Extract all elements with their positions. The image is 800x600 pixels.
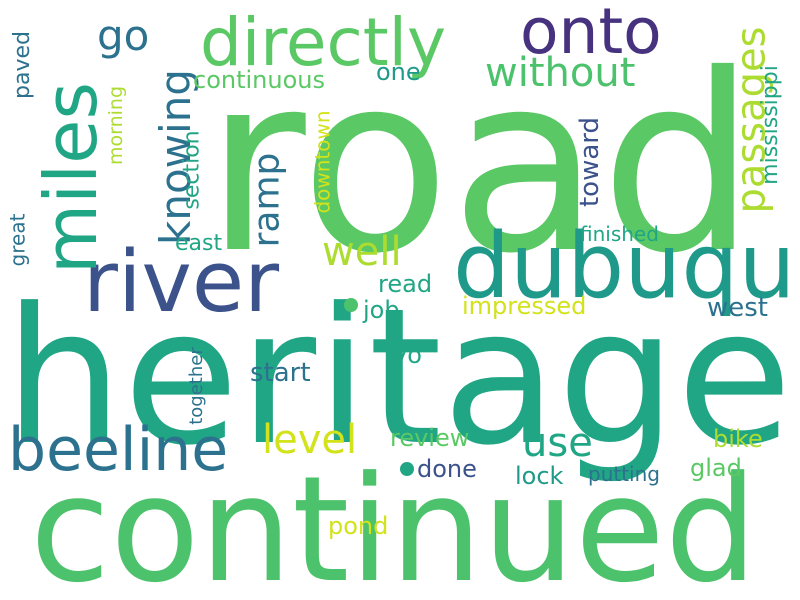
word-without: without: [485, 50, 636, 96]
word-yo: yo: [393, 341, 422, 369]
dot-teal: [400, 462, 414, 476]
word-river: river: [83, 233, 280, 332]
word-start: start: [250, 358, 311, 388]
word-bike: bike: [713, 425, 763, 453]
word-west: west: [707, 293, 769, 323]
word-downtown: downtown: [310, 110, 335, 214]
word-ramp: ramp: [246, 152, 288, 248]
word-east: east: [175, 231, 223, 256]
word-go: go: [97, 11, 150, 60]
word-putting: putting: [588, 462, 660, 486]
word-well: well: [322, 229, 402, 275]
word-finished: finished: [580, 222, 659, 246]
word-job: job: [363, 296, 400, 324]
word-done: done: [417, 455, 477, 483]
word-heritage: heritage: [4, 268, 793, 487]
word-glad: glad: [690, 454, 742, 482]
word-impressed: impressed: [462, 292, 587, 320]
word-continued: continued: [30, 445, 758, 600]
word-beeline: beeline: [8, 415, 229, 485]
word-dubuque: dubuque: [453, 214, 800, 319]
word-use: use: [522, 420, 593, 466]
word-mississippi: mississippi: [757, 65, 783, 185]
word-pond: pond: [328, 512, 389, 540]
word-morning: morning: [105, 85, 128, 166]
word-onto: onto: [520, 0, 662, 68]
word-level: level: [262, 417, 358, 463]
word-paved: paved: [9, 31, 35, 99]
word-section: section: [179, 130, 205, 210]
dot-green: [344, 298, 358, 312]
word-together: together: [185, 347, 207, 425]
word-continuous: continuous: [193, 66, 325, 94]
word-road: road: [205, 22, 756, 307]
word-one: one: [376, 58, 421, 86]
word-lock: lock: [515, 462, 564, 490]
word-read-1: read: [378, 270, 433, 298]
word-directly: directly: [200, 4, 447, 81]
word-miles: miles: [28, 82, 113, 274]
word-toward: toward: [575, 116, 606, 208]
word-great: great: [5, 213, 30, 267]
word-review: review: [390, 424, 470, 452]
